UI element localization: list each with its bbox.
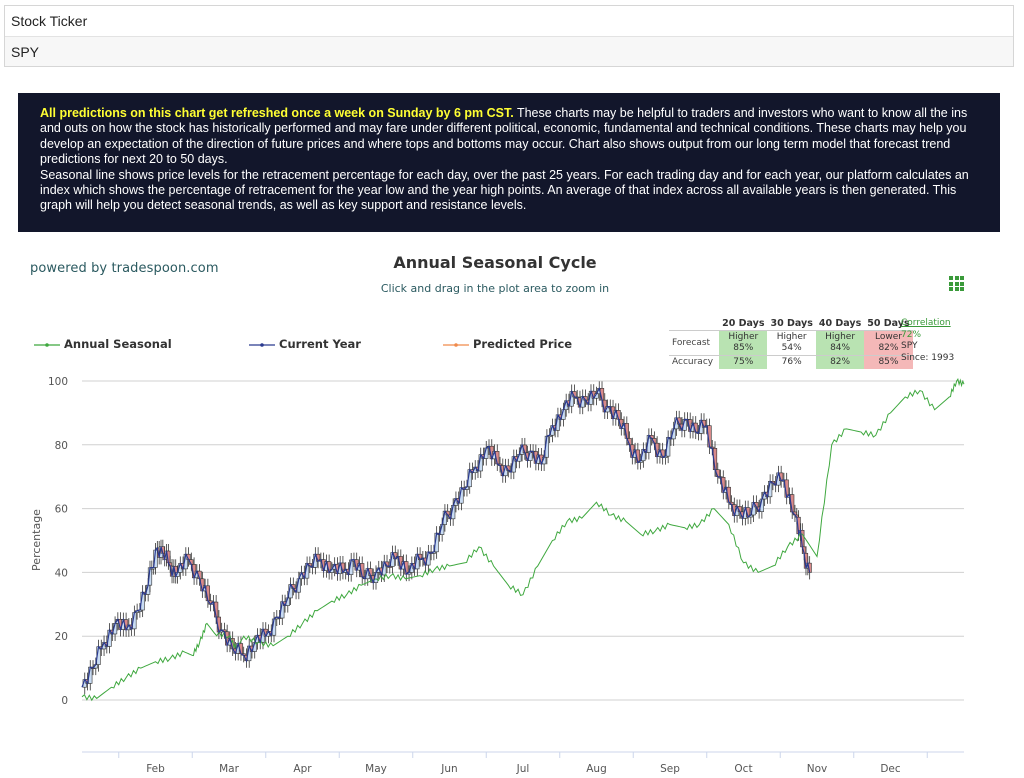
accuracy-cell-30: 76%: [767, 355, 816, 369]
forecast-row-label: Forecast: [672, 337, 711, 348]
x-tick-label: Aug: [586, 763, 607, 775]
x-tick-label: Jun: [440, 763, 457, 775]
x-tick-label: Mar: [219, 763, 239, 775]
correlation-value: 72%: [901, 329, 922, 340]
forecast-header: 50 Days: [864, 317, 913, 331]
correlation-since: Since: 1993: [901, 352, 955, 363]
accuracy-cell-40: 82%: [815, 355, 865, 369]
forecast-header: 40 Days: [815, 317, 865, 331]
y-tick-label: 60: [55, 504, 68, 516]
series-annual-seasonal[interactable]: [81, 378, 965, 702]
legend-item-current-year[interactable]: Current Year: [249, 337, 361, 351]
legend-item-annual-seasonal[interactable]: Annual Seasonal: [34, 337, 172, 351]
ticker-value[interactable]: SPY: [5, 36, 1013, 66]
info-paragraph-1: These charts may be helpful to traders a…: [40, 106, 968, 167]
x-tick-label: Jul: [516, 763, 530, 775]
refresh-notice: All predictions on this chart get refres…: [40, 106, 514, 120]
correlation-symbol: SPY: [901, 341, 918, 351]
correlation-link[interactable]: Correlation: [901, 318, 951, 328]
x-tick-label: Sep: [660, 763, 680, 775]
info-panel: All predictions on this chart get refres…: [18, 93, 1000, 232]
forecast-cell-30: Higher 54%: [767, 330, 816, 356]
forecast-header: 20 Days: [719, 317, 768, 331]
y-tick-label: 20: [55, 631, 68, 643]
x-tick-label: Feb: [146, 763, 165, 775]
chart-subtitle: Click and drag in the plot area to zoom …: [380, 282, 610, 295]
x-tick-label: Nov: [807, 763, 828, 775]
legend-item-predicted-price[interactable]: Predicted Price: [443, 337, 572, 351]
forecast-cell-50: Lower 82%: [864, 330, 913, 356]
series-current-year[interactable]: [81, 386, 811, 688]
y-tick-label: 100: [48, 376, 68, 388]
legend-label: Annual Seasonal: [64, 337, 172, 351]
forecast-header: 30 Days: [767, 317, 816, 331]
accuracy-row-label: Accuracy: [669, 355, 720, 369]
forecast-cell-40: Higher 84%: [815, 330, 865, 356]
x-tick-label: May: [365, 763, 387, 775]
grid-menu-icon[interactable]: [949, 276, 964, 291]
ticker-box: Stock Ticker SPY: [4, 5, 1014, 67]
y-tick-label: 80: [55, 440, 68, 452]
chart-title: Annual Seasonal Cycle: [393, 253, 597, 272]
y-axis-title: Percentage: [30, 509, 43, 571]
ticker-label: Stock Ticker: [11, 13, 88, 29]
legend-label: Predicted Price: [473, 337, 573, 351]
powered-by-link[interactable]: powered by tradespoon.com: [30, 261, 219, 276]
y-tick-label: 40: [55, 567, 68, 579]
legend-label: Current Year: [279, 337, 361, 351]
accuracy-cell-20: 75%: [719, 355, 768, 369]
info-paragraph-2: Seasonal line shows price levels for the…: [40, 167, 969, 213]
forecast-table: 20 Days 30 Days 40 Days 50 Days Forecast…: [669, 317, 913, 369]
y-tick-label: 0: [61, 695, 68, 707]
correlation-block: Correlation 72% SPY Since: 1993: [901, 318, 954, 364]
x-tick-label: Apr: [293, 763, 312, 775]
accuracy-cell-50: 85%: [864, 355, 913, 369]
x-tick-label: Oct: [734, 763, 752, 775]
x-tick-label: Dec: [880, 763, 901, 775]
forecast-cell-20: Higher 85%: [719, 330, 768, 356]
